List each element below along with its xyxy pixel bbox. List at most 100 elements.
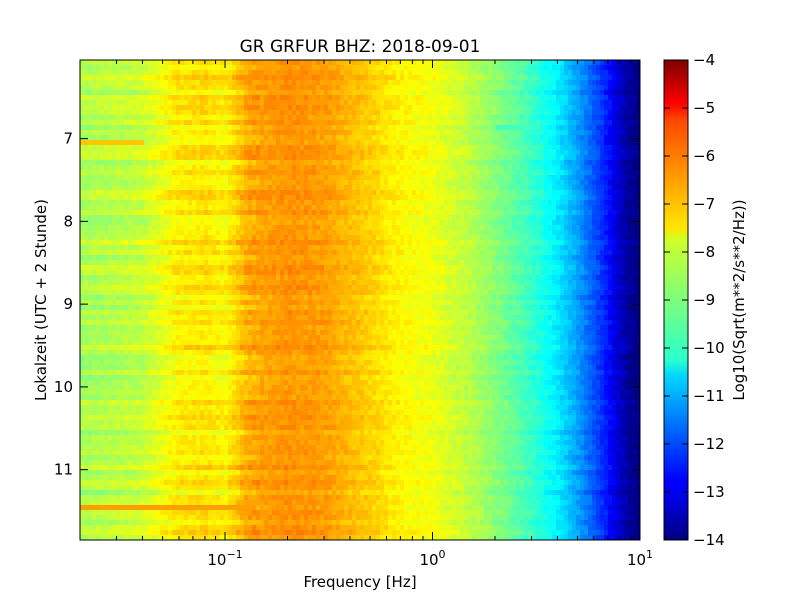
heatmap-cell [440,130,445,136]
heatmap-cell [268,220,273,226]
heatmap-cell [328,135,333,141]
heatmap-cell [352,155,357,161]
heatmap-cell [460,235,465,241]
heatmap-cell [608,230,613,236]
heatmap-cell [636,210,640,216]
heatmap-cell [488,130,493,136]
heatmap-cell [276,100,281,106]
heatmap-cell [616,90,621,96]
heatmap-cell [116,95,121,101]
heatmap-cell [428,135,433,141]
heatmap-cell [360,180,365,186]
heatmap-cell [136,150,141,156]
heatmap-cell [144,130,149,136]
heatmap-cell [376,80,381,86]
heatmap-cell [428,225,433,231]
heatmap-cell [272,230,277,236]
heatmap-cell [360,140,365,146]
heatmap-cell [412,125,417,131]
heatmap-cell [120,145,125,151]
heatmap-cell [580,100,585,106]
heatmap-cell [240,60,245,66]
heatmap-cell [508,215,513,221]
heatmap-cell [288,105,293,111]
heatmap-cell [436,145,441,151]
heatmap-cell [472,75,477,81]
heatmap-cell [208,205,213,211]
heatmap-cell [468,140,473,146]
heatmap-cell [588,180,593,186]
heatmap-cell [444,70,449,76]
heatmap-cell [276,95,281,101]
heatmap-cell [352,75,357,81]
heatmap-cell [160,155,165,161]
heatmap-cell [256,120,261,126]
heatmap-cell [80,65,85,71]
heatmap-cell [504,115,509,121]
heatmap-cell [92,190,97,196]
heatmap-cell [600,110,605,116]
heatmap-cell [368,100,373,106]
heatmap-cell [320,90,325,96]
heatmap-cell [332,230,337,236]
heatmap-cell [220,170,225,176]
heatmap-cell [96,120,101,126]
heatmap-cell [520,115,525,121]
heatmap-cell [136,80,141,86]
heatmap-cell [132,70,137,76]
heatmap-cell [452,165,457,171]
heatmap-cell [228,185,233,191]
heatmap-cell [284,90,289,96]
heatmap-cell [80,80,85,86]
heatmap-cell [212,110,217,116]
heatmap-cell [392,180,397,186]
heatmap-cell [344,100,349,106]
heatmap-cell [204,100,209,106]
heatmap-cell [124,190,129,196]
heatmap-cell [140,165,145,171]
heatmap-cell [168,210,173,216]
heatmap-cell [116,160,121,166]
heatmap-cell [252,225,257,231]
heatmap-cell [552,155,557,161]
heatmap-cell [280,90,285,96]
heatmap-cell [412,135,417,141]
heatmap-cell [344,105,349,111]
heatmap-cell [156,65,161,71]
heatmap-cell [284,225,289,231]
heatmap-cell [180,140,185,146]
heatmap-cell [208,195,213,201]
heatmap-cell [380,115,385,121]
heatmap-cell [236,80,241,86]
heatmap-cell [428,145,433,151]
heatmap-cell [408,230,413,236]
heatmap-cell [340,220,345,226]
heatmap-cell [448,205,453,211]
heatmap-cell [236,210,241,216]
heatmap-cell [244,125,249,131]
heatmap-cell [612,150,617,156]
heatmap-cell [248,85,253,91]
heatmap-cell [600,125,605,131]
heatmap-cell [436,135,441,141]
heatmap-cell [356,150,361,156]
heatmap-cell [528,80,533,86]
heatmap-cell [456,120,461,126]
heatmap-cell [176,60,181,66]
heatmap-cell [592,95,597,101]
heatmap-cell [184,90,189,96]
heatmap-cell [316,160,321,166]
heatmap-cell [280,200,285,206]
heatmap-cell [504,60,509,66]
heatmap-cell [476,130,481,136]
heatmap-cell [588,90,593,96]
heatmap-cell [184,190,189,196]
heatmap-cell [524,130,529,136]
heatmap-cell [348,200,353,206]
heatmap-cell [592,80,597,86]
heatmap-cell [160,225,165,231]
heatmap-cell [132,60,137,66]
heatmap-cell [504,135,509,141]
heatmap-cell [112,80,117,86]
heatmap-cell [260,120,265,126]
